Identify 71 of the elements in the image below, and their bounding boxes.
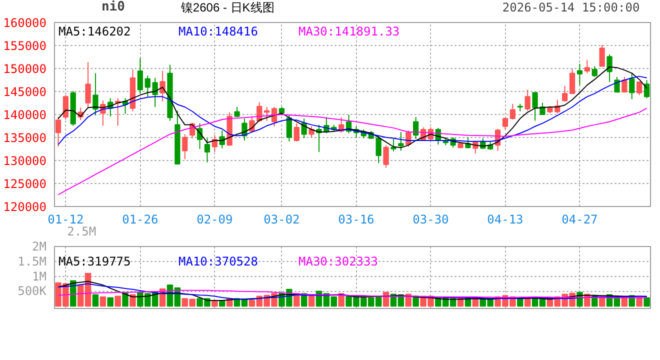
candlestick (160, 70, 166, 102)
bar (644, 297, 650, 307)
candlestick (629, 72, 635, 100)
y-tick-label: 125000 (3, 177, 47, 191)
x-tick-label: 03-30 (412, 212, 449, 226)
candlestick (398, 132, 404, 152)
text: MA10:370528 (178, 254, 258, 268)
candlestick (308, 126, 314, 138)
candlestick (584, 60, 590, 74)
candlestick (599, 44, 605, 67)
candlestick (92, 72, 98, 116)
candlestick (264, 106, 270, 122)
candlestick (294, 122, 300, 142)
x-tick-label: 01-26 (122, 212, 158, 226)
x-tick-label: 03-16 (338, 212, 374, 226)
text: 2026-05-14 15:00:00 (502, 0, 640, 14)
candlestick (524, 89, 530, 112)
candlestick (286, 114, 292, 142)
chart-title: 镍2606 - 日K线图 (180, 0, 274, 14)
candlestick (137, 58, 143, 94)
candlestick (562, 85, 568, 102)
bar (308, 296, 315, 307)
candlestick (204, 138, 210, 163)
candlestick (62, 94, 68, 120)
candlestick (383, 144, 389, 168)
candlestick (152, 77, 158, 108)
bar (100, 296, 106, 307)
candlestick (502, 117, 508, 130)
x-tick-label: 01-12 (48, 212, 84, 226)
y-tick-label: 150000 (3, 62, 47, 76)
bar (107, 297, 114, 307)
y-tick-label: 2M (32, 240, 47, 254)
candlestick (55, 116, 62, 148)
y-tick-label: 135000 (3, 131, 47, 145)
candlestick (376, 135, 382, 164)
text: MA5:146202 (58, 24, 131, 38)
candlestick (413, 116, 419, 140)
y-tick-label: 130000 (3, 154, 47, 168)
y-tick-label: 160000 (3, 16, 47, 30)
candlestick (644, 80, 650, 99)
text: MA30:302333 (298, 254, 378, 268)
candlestick (510, 103, 516, 120)
candlestick (182, 134, 188, 160)
bar (122, 292, 128, 307)
candlestick (636, 81, 642, 96)
x-tick-label: 04-13 (487, 212, 524, 226)
candlestick (569, 68, 576, 94)
x-tick-label: 02-09 (196, 212, 233, 226)
candlestick (144, 75, 150, 98)
y-tick-label: 1M (32, 269, 47, 284)
candlestick (622, 76, 628, 94)
y-tick-label: 1.5M (18, 254, 47, 268)
candlestick (592, 66, 598, 78)
y-tick-label: 500K (18, 284, 48, 298)
text: 2.5M (67, 224, 96, 238)
candlestick (576, 63, 583, 86)
line-series (58, 290, 648, 298)
x-tick-label: 03-02 (264, 212, 300, 226)
y-tick-label: 120000 (3, 200, 47, 214)
bar (114, 296, 121, 307)
series-label: MA5:319775 (58, 254, 131, 268)
y-tick-label: 145000 (3, 85, 47, 99)
candlestick (606, 54, 612, 82)
candlestick (390, 138, 396, 152)
text: MA30:141891.33 (298, 24, 400, 38)
candlestick (85, 62, 91, 108)
y-tick-label: 155000 (3, 39, 47, 53)
y-tick-label: 140000 (3, 108, 47, 122)
x-tick-label: 04-27 (562, 212, 598, 226)
bar (92, 294, 99, 307)
text: MA10:148416 (178, 24, 258, 38)
